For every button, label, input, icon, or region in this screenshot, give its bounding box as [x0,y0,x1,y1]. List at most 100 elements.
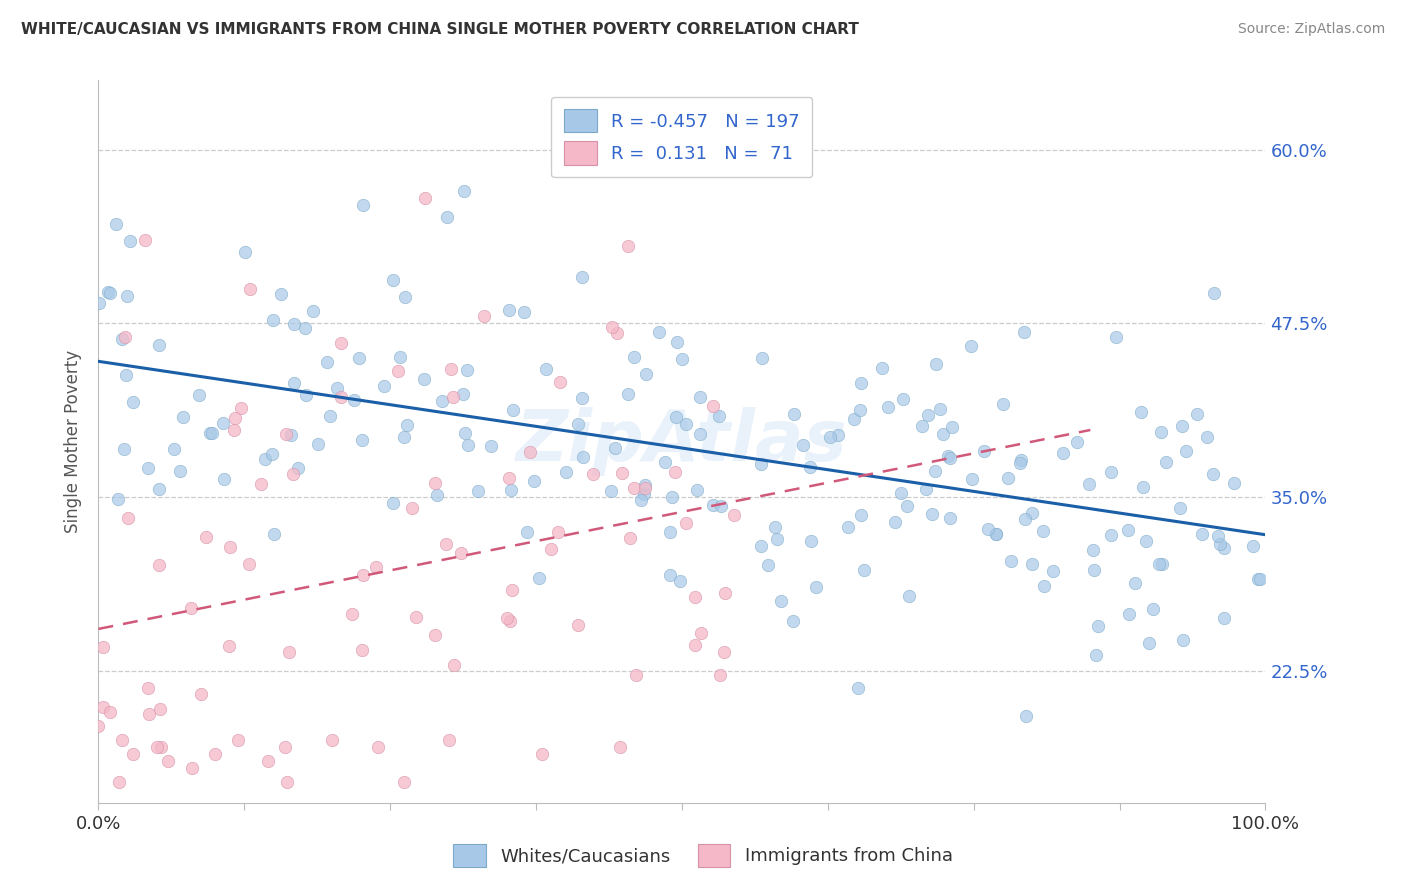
Point [212,472,235,486]
Point [634,478,657,492]
Point [837,520,859,534]
Point [453,184,475,198]
Point [1132,480,1154,494]
Point [274,426,297,441]
Point [499,483,522,497]
Point [883,515,905,529]
Point [1014,708,1036,723]
Point [572,450,595,464]
Point [1032,524,1054,538]
Point [283,318,305,332]
Point [472,310,495,324]
Point [567,417,589,431]
Text: Source: ZipAtlas.com: Source: ZipAtlas.com [1237,22,1385,37]
Point [122,747,145,761]
Point [707,409,730,424]
Point [87,296,110,310]
Point [540,541,562,556]
Point [1118,523,1140,537]
Point [617,386,640,401]
Point [941,420,963,434]
Point [939,511,962,525]
Point [382,273,405,287]
Point [440,362,463,376]
Point [257,754,280,768]
Point [254,452,277,467]
Point [467,483,489,498]
Point [686,483,709,497]
Point [877,400,900,414]
Point [1099,465,1122,479]
Point [973,443,995,458]
Point [118,234,141,248]
Point [714,586,737,600]
Point [1021,558,1043,572]
Point [136,681,159,696]
Point [991,397,1014,411]
Point [848,402,870,417]
Point [98,706,121,720]
Point [1168,501,1191,516]
Point [1105,330,1128,344]
Point [915,482,938,496]
Point [224,423,246,437]
Point [343,393,366,408]
Point [749,539,772,553]
Point [329,390,352,404]
Point [149,739,172,754]
Point [530,747,553,761]
Point [1021,507,1043,521]
Point [1208,529,1230,543]
Point [1249,573,1271,587]
Point [162,442,184,456]
Point [799,459,821,474]
Point [180,761,202,775]
Point [571,392,593,406]
Point [401,500,423,515]
Point [426,488,449,502]
Point [617,239,640,253]
Point [633,487,655,501]
Point [453,386,475,401]
Point [218,640,240,654]
Point [200,425,222,440]
Point [675,516,697,530]
Point [1135,534,1157,549]
Point [287,461,309,475]
Point [669,574,692,588]
Point [1008,456,1031,470]
Point [1077,477,1099,491]
Point [924,357,946,371]
Point [1147,558,1170,572]
Point [91,700,114,714]
Point [932,427,955,442]
Point [270,287,292,301]
Point [436,211,458,225]
Point [984,527,1007,541]
Point [117,510,139,524]
Point [1202,286,1225,301]
Point [555,465,578,479]
Point [658,524,681,539]
Point [114,330,136,344]
Point [321,733,343,747]
Point [111,332,134,346]
Point [846,681,869,695]
Point [623,481,645,495]
Point [671,351,693,366]
Point [1170,418,1192,433]
Point [603,442,626,456]
Point [782,614,804,628]
Point [148,558,170,572]
Point [1032,579,1054,593]
Point [283,467,305,482]
Point [389,350,412,364]
Point [105,217,128,231]
Point [430,393,453,408]
Point [1213,611,1236,625]
Point [219,540,242,554]
Point [1150,557,1173,571]
Point [661,490,683,504]
Point [262,447,284,461]
Point [180,600,202,615]
